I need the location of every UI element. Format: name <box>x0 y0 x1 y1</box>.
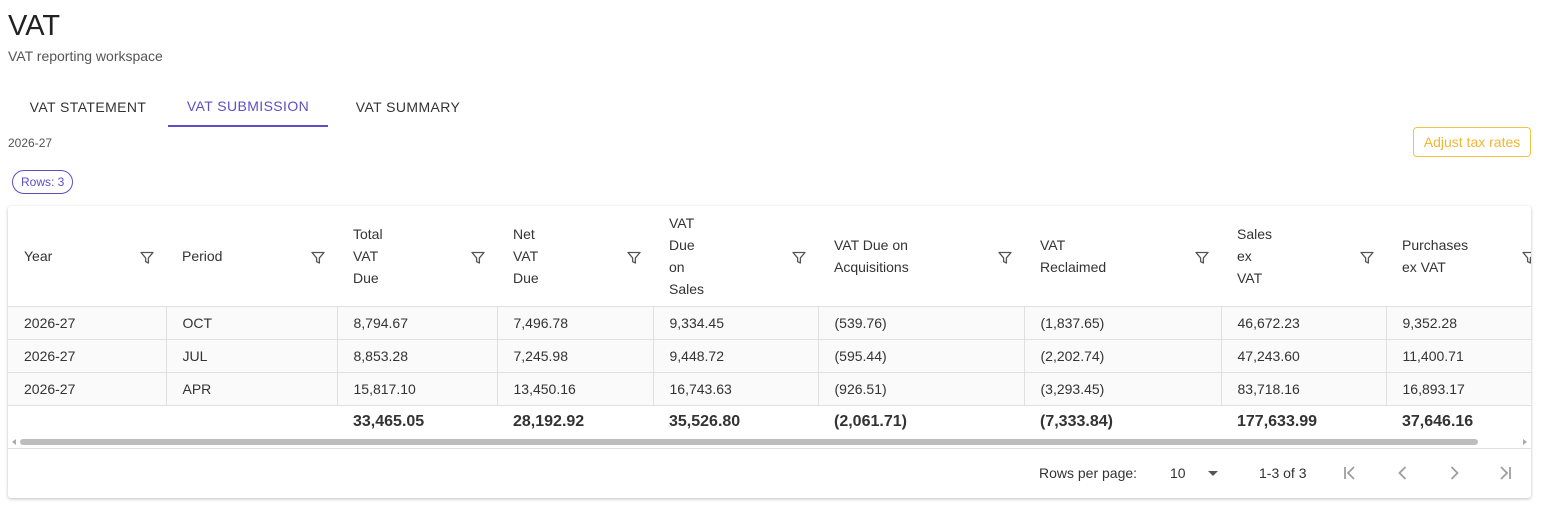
cell-purchases-ex-vat: 16,893.17 <box>1386 372 1531 406</box>
cell-net-vat-due: 7,496.78 <box>497 306 654 340</box>
vat-table-card: Year Period Total VAT Due Net VAT Due VA… <box>8 206 1531 498</box>
filter-icon[interactable] <box>140 249 154 264</box>
total-sales-ex-vat: 177,633.99 <box>1221 405 1386 437</box>
tab-bar: VAT STATEMENT VAT SUBMISSION VAT SUMMARY <box>8 86 488 127</box>
column-header-total-vat-due: Total VAT Due <box>337 206 497 307</box>
cell-total-vat-due: 8,853.28 <box>337 339 498 373</box>
pagination-range: 1-3 of 3 <box>1259 465 1307 481</box>
cell-year: 2026-27 <box>8 372 167 406</box>
filter-icon[interactable] <box>998 249 1012 264</box>
previous-page-icon[interactable] <box>1391 461 1415 485</box>
adjust-tax-rates-button[interactable]: Adjust tax rates <box>1413 127 1531 157</box>
first-page-icon[interactable] <box>1338 461 1362 485</box>
divider <box>8 448 1531 449</box>
filter-icon[interactable] <box>471 249 485 264</box>
filter-icon[interactable] <box>1195 249 1209 264</box>
cell-vat-reclaimed: (1,837.65) <box>1024 306 1222 340</box>
cell-vat-reclaimed: (3,293.45) <box>1024 372 1222 406</box>
column-header-sales-ex-vat: Sales ex VAT <box>1221 206 1386 307</box>
next-page-icon[interactable] <box>1442 461 1466 485</box>
total-year <box>8 405 166 437</box>
cell-net-vat-due: 13,450.16 <box>497 372 654 406</box>
scrollbar-thumb[interactable] <box>20 439 1478 445</box>
column-header-purchases-ex-vat: Purchases ex VAT <box>1386 206 1531 307</box>
page-subtitle: VAT reporting workspace <box>8 48 163 64</box>
rows-count-chip: Rows: 3 <box>12 170 74 194</box>
cell-purchases-ex-vat: 9,352.28 <box>1386 306 1531 340</box>
cell-purchases-ex-vat: 11,400.71 <box>1386 339 1531 373</box>
cell-vat-due-on-sales: 9,334.45 <box>653 306 819 340</box>
cell-period: JUL <box>166 339 338 373</box>
cell-sales-ex-vat: 83,718.16 <box>1221 372 1387 406</box>
column-header-year: Year <box>8 206 166 307</box>
rows-per-page-label: Rows per page: <box>1039 465 1138 481</box>
total-vat-due-on-sales: 35,526.80 <box>653 405 818 437</box>
cell-period: OCT <box>166 306 338 340</box>
totals-row: 33,465.05 28,192.92 35,526.80 (2,061.71)… <box>8 405 1531 437</box>
filter-icon[interactable] <box>627 249 641 264</box>
tab-vat-submission[interactable]: VAT SUBMISSION <box>168 86 328 127</box>
tab-vat-statement[interactable]: VAT STATEMENT <box>29 98 147 115</box>
column-header-net-vat-due: Net VAT Due <box>497 206 653 307</box>
last-page-icon[interactable] <box>1493 461 1517 485</box>
total-purchases-ex-vat: 37,646.16 <box>1386 405 1531 437</box>
filter-icon[interactable] <box>1522 249 1531 264</box>
cell-period: APR <box>166 372 338 406</box>
cell-sales-ex-vat: 47,243.60 <box>1221 339 1387 373</box>
cell-vat-due-on-acquisitions: (595.44) <box>818 339 1025 373</box>
cell-net-vat-due: 7,245.98 <box>497 339 654 373</box>
cell-vat-due-on-sales: 9,448.72 <box>653 339 819 373</box>
horizontal-scrollbar[interactable] <box>8 437 1531 447</box>
pagination: Rows per page: 10 1-3 of 3 <box>8 449 1531 498</box>
cell-total-vat-due: 8,794.67 <box>337 306 498 340</box>
total-total-vat-due: 33,465.05 <box>337 405 497 437</box>
total-vat-reclaimed: (7,333.84) <box>1024 405 1221 437</box>
table-row[interactable]: 2026-27 JUL 8,853.28 7,245.98 9,448.72 (… <box>8 339 1531 373</box>
table-header-row: Year Period Total VAT Due Net VAT Due VA… <box>8 206 1531 307</box>
cell-year: 2026-27 <box>8 339 167 373</box>
tab-vat-summary[interactable]: VAT SUMMARY <box>355 98 461 115</box>
vat-submission-table: Year Period Total VAT Due Net VAT Due VA… <box>8 206 1531 437</box>
column-header-vat-reclaimed: VAT Reclaimed <box>1024 206 1221 307</box>
table-row[interactable]: 2026-27 APR 15,817.10 13,450.16 16,743.6… <box>8 372 1531 406</box>
column-header-vat-due-on-sales: VAT Due on Sales <box>653 206 818 307</box>
column-header-vat-due-on-acquisitions: VAT Due on Acquisitions <box>818 206 1024 307</box>
cell-total-vat-due: 15,817.10 <box>337 372 498 406</box>
total-period <box>166 405 337 437</box>
rows-per-page-select[interactable]: 10 <box>1170 465 1186 481</box>
dropdown-caret-icon[interactable] <box>1208 471 1218 476</box>
cell-year: 2026-27 <box>8 306 167 340</box>
column-header-period: Period <box>166 206 337 307</box>
page-title: VAT <box>8 10 61 42</box>
cell-vat-due-on-acquisitions: (539.76) <box>818 306 1025 340</box>
table-row[interactable]: 2026-27 OCT 8,794.67 7,496.78 9,334.45 (… <box>8 306 1531 340</box>
tax-year-label: 2026-27 <box>8 136 53 150</box>
filter-icon[interactable] <box>1360 249 1374 264</box>
cell-vat-due-on-acquisitions: (926.51) <box>818 372 1025 406</box>
filter-icon[interactable] <box>792 249 806 264</box>
scroll-right-icon[interactable] <box>1523 439 1527 445</box>
total-vat-due-on-acquisitions: (2,061.71) <box>818 405 1024 437</box>
cell-sales-ex-vat: 46,672.23 <box>1221 306 1387 340</box>
cell-vat-reclaimed: (2,202.74) <box>1024 339 1222 373</box>
cell-vat-due-on-sales: 16,743.63 <box>653 372 819 406</box>
scroll-left-icon[interactable] <box>12 439 16 445</box>
filter-icon[interactable] <box>311 249 325 264</box>
total-net-vat-due: 28,192.92 <box>497 405 653 437</box>
